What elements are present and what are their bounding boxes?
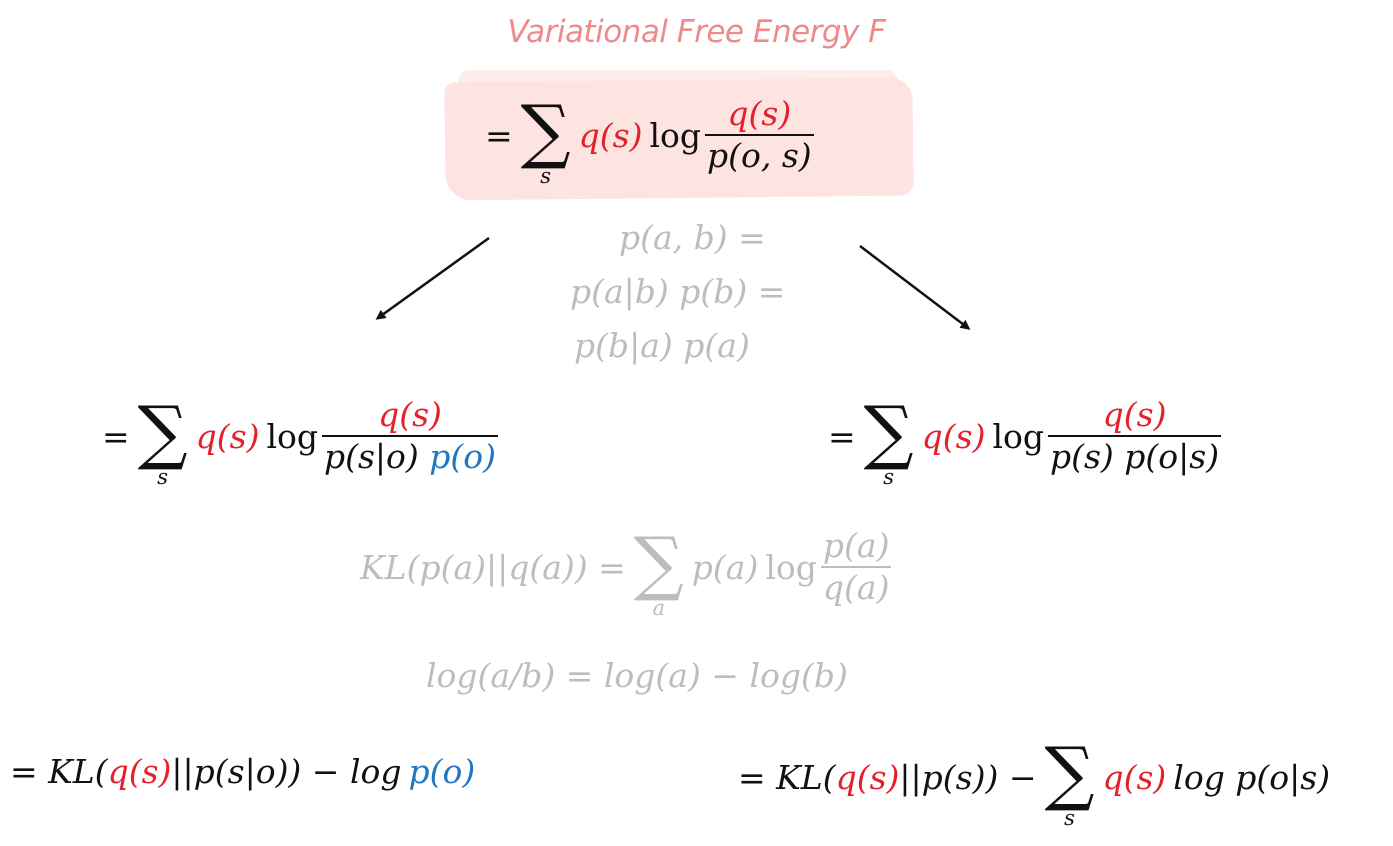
log-operator: log — [649, 115, 701, 155]
product-rule-line-2: p(a|b) p(b) = — [570, 272, 786, 311]
kl-prefix: = KL( — [10, 752, 108, 791]
equals-sign: = — [485, 115, 513, 155]
sum-operator: ∑ s — [137, 391, 188, 489]
kl-term: p(a) — [691, 547, 759, 587]
arrow-right — [859, 245, 971, 330]
numerator: q(s) — [1102, 395, 1167, 434]
equals-sign: = — [102, 416, 130, 456]
denominator: q(a) — [822, 568, 890, 607]
log-operator: log — [266, 416, 318, 456]
product-rule-line-1: p(a, b) = — [619, 218, 766, 257]
q-term: q(s) — [921, 416, 986, 456]
evidence-term: p(o) — [408, 752, 476, 791]
q-term-2: q(s) — [1102, 757, 1167, 797]
kl-definition: KL(p(a)||q(a)) = ∑ a p(a) log p(a) q(a) — [360, 524, 895, 620]
right-result: = KL( q(s) ||p(s)) − ∑ s q(s) log p(o|s) — [738, 734, 1331, 830]
denominator: p(s|o) p(o) — [322, 437, 498, 477]
diagram-title: Variational Free Energy F — [507, 14, 886, 50]
evidence-term: p(o) — [429, 437, 497, 476]
log-rule: log(a/b) = log(a) − log(b) — [426, 656, 848, 695]
fraction: p(a) q(a) — [820, 526, 892, 608]
fraction-bar — [820, 566, 892, 568]
product-rule-line-3: p(b|a) p(a) — [574, 326, 750, 365]
log-operator: log — [992, 416, 1044, 456]
log-operator: log — [765, 547, 817, 587]
sum-operator: ∑ s — [863, 391, 914, 489]
sum-operator: ∑ s — [1044, 732, 1095, 830]
left-result: = KL( q(s) ||p(s|o)) − log p(o) — [10, 752, 475, 791]
denominator: p(o, s) — [707, 136, 812, 175]
kl-middle: ||p(s|o)) − log — [171, 752, 402, 791]
q-term: q(s) — [107, 752, 172, 791]
fraction: q(s) p(o, s) — [705, 94, 814, 176]
likelihood-term: log p(o|s) — [1173, 757, 1331, 797]
kl-lhs: KL(p(a)||q(a)) = — [360, 547, 626, 587]
left-equation: = ∑ s q(s) log q(s) p(s|o) p(o) — [102, 393, 502, 489]
denominator: p(s) p(o|s) — [1050, 437, 1220, 476]
equals-sign: = — [828, 416, 856, 456]
kl-middle: ||p(s)) − — [899, 757, 1037, 797]
fraction-bar — [322, 435, 499, 437]
q-term: q(s) — [578, 115, 643, 155]
fraction: q(s) p(s) p(o|s) — [1048, 395, 1222, 477]
posterior-term: p(s|o) — [324, 437, 419, 476]
numerator: q(s) — [378, 395, 442, 434]
numerator: q(s) — [727, 94, 792, 133]
fraction-bar — [705, 134, 814, 136]
fraction: q(s) p(s|o) p(o) — [322, 395, 499, 477]
sum-operator: ∑ s — [520, 90, 571, 188]
numerator: p(a) — [822, 526, 890, 565]
fraction-bar — [1048, 435, 1222, 437]
sum-operator: ∑ a — [633, 522, 684, 620]
right-equation: = ∑ s q(s) log q(s) p(s) p(o|s) — [828, 393, 1225, 489]
arrow-left — [375, 236, 490, 320]
kl-prefix: = KL( — [738, 757, 836, 797]
q-term: q(s) — [835, 757, 900, 797]
top-equation: = ∑ s q(s) log q(s) p(o, s) — [485, 92, 818, 188]
q-term: q(s) — [195, 416, 260, 456]
